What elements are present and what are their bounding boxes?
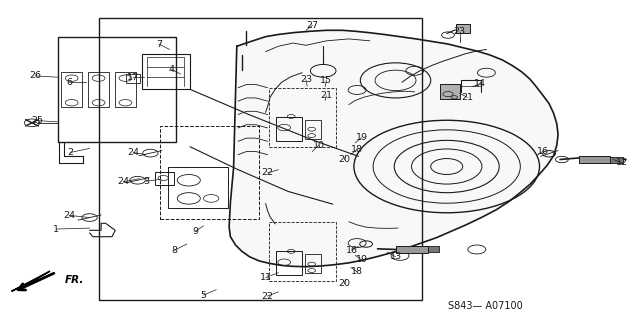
Text: 14: 14 xyxy=(474,79,486,88)
Bar xyxy=(305,254,321,273)
Text: 11: 11 xyxy=(260,273,271,282)
Text: 23: 23 xyxy=(454,27,465,36)
Text: 27: 27 xyxy=(307,21,318,30)
Polygon shape xyxy=(12,271,50,291)
Polygon shape xyxy=(229,30,558,267)
Text: 19: 19 xyxy=(356,133,367,142)
Bar xyxy=(126,74,140,83)
Text: 16: 16 xyxy=(346,246,358,255)
Text: 21: 21 xyxy=(321,91,332,100)
Text: 22: 22 xyxy=(262,168,273,177)
Bar xyxy=(168,167,228,208)
Text: 15: 15 xyxy=(321,76,332,85)
Bar xyxy=(160,126,259,219)
Bar xyxy=(115,72,136,107)
Bar xyxy=(456,24,470,33)
Bar xyxy=(396,246,428,253)
Text: 23: 23 xyxy=(300,75,312,84)
Text: 24: 24 xyxy=(63,211,75,220)
Bar xyxy=(99,18,422,300)
Text: S843— A07100: S843— A07100 xyxy=(448,301,523,311)
Text: 26: 26 xyxy=(29,71,41,80)
Text: 12: 12 xyxy=(616,158,628,167)
Text: 9: 9 xyxy=(192,227,198,236)
Text: 18: 18 xyxy=(351,145,363,154)
Bar xyxy=(58,37,176,142)
Text: 20: 20 xyxy=(339,279,350,288)
Bar xyxy=(276,251,302,275)
Bar xyxy=(579,156,610,163)
Bar xyxy=(305,120,321,139)
Text: 18: 18 xyxy=(351,267,363,276)
Text: 3: 3 xyxy=(143,177,149,186)
Text: 20: 20 xyxy=(339,155,350,164)
Text: 4: 4 xyxy=(168,65,175,74)
Text: 8: 8 xyxy=(171,246,177,255)
Bar xyxy=(142,54,190,89)
Text: 25: 25 xyxy=(31,116,43,125)
Text: 22: 22 xyxy=(262,292,273,300)
Bar xyxy=(610,157,623,163)
Bar xyxy=(276,117,302,141)
Bar xyxy=(155,172,174,185)
Text: 13: 13 xyxy=(390,252,401,261)
Bar xyxy=(269,88,336,147)
Bar xyxy=(88,72,109,107)
Text: 6: 6 xyxy=(66,78,72,87)
Text: 7: 7 xyxy=(156,40,162,48)
Text: FR.: FR. xyxy=(65,275,84,285)
Text: 21: 21 xyxy=(461,93,473,102)
Bar xyxy=(440,84,460,99)
Text: 24: 24 xyxy=(118,177,129,186)
Bar xyxy=(428,246,439,252)
Bar xyxy=(61,72,82,107)
Text: 24: 24 xyxy=(127,148,139,157)
Bar xyxy=(269,222,336,281)
Text: 1: 1 xyxy=(53,225,60,234)
Text: 17: 17 xyxy=(127,73,139,82)
Text: 19: 19 xyxy=(356,256,367,264)
Text: 16: 16 xyxy=(537,147,548,156)
Text: 5: 5 xyxy=(200,291,207,300)
Text: 2: 2 xyxy=(67,148,74,157)
Text: 10: 10 xyxy=(313,141,324,150)
